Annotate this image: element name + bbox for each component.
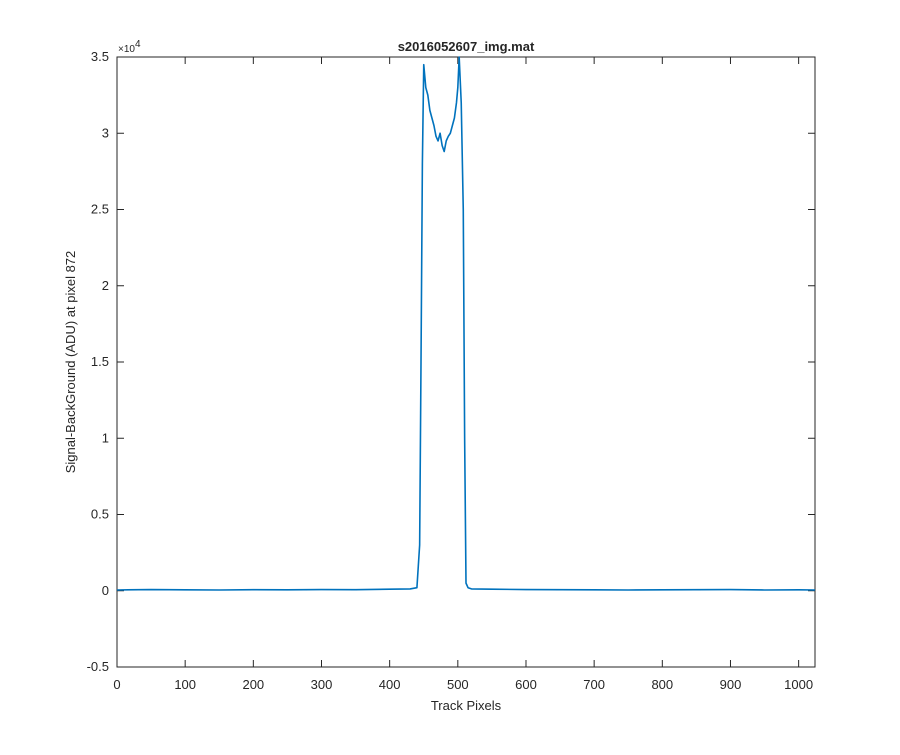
x-tick-label: 0	[113, 677, 120, 692]
x-axis-label: Track Pixels	[431, 698, 502, 713]
x-tick-label: 300	[311, 677, 333, 692]
y-tick-label: 3	[102, 125, 109, 140]
y-tick-label: 0	[102, 583, 109, 598]
y-tick-label: 2	[102, 278, 109, 293]
x-tick-label: 1000	[784, 677, 813, 692]
chart-title: s2016052607_img.mat	[398, 39, 535, 54]
x-tick-label: 400	[379, 677, 401, 692]
x-tick-label: 600	[515, 677, 537, 692]
x-tick-label: 700	[583, 677, 605, 692]
series-line-0	[116, 56, 816, 591]
y-tick-label: 1.5	[91, 354, 109, 369]
x-tick-label: 100	[174, 677, 196, 692]
y-tick-label: 1	[102, 430, 109, 445]
y-tick-label: 3.5	[91, 49, 109, 64]
x-tick-label: 500	[447, 677, 469, 692]
y-tick-label: -0.5	[87, 659, 109, 674]
y-tick-label: 0.5	[91, 507, 109, 522]
y-axis-label: Signal-BackGround (ADU) at pixel 872	[63, 251, 78, 474]
x-tick-label: 800	[651, 677, 673, 692]
y-tick-label: 2.5	[91, 202, 109, 217]
x-tick-label: 200	[242, 677, 264, 692]
x-tick-label: 900	[720, 677, 742, 692]
y-exponent-label: ×104	[118, 39, 141, 55]
plot-area: 0 100 200 300 400 500 600 700 800 900 1000 -0.5 0 0.5…	[87, 49, 816, 692]
